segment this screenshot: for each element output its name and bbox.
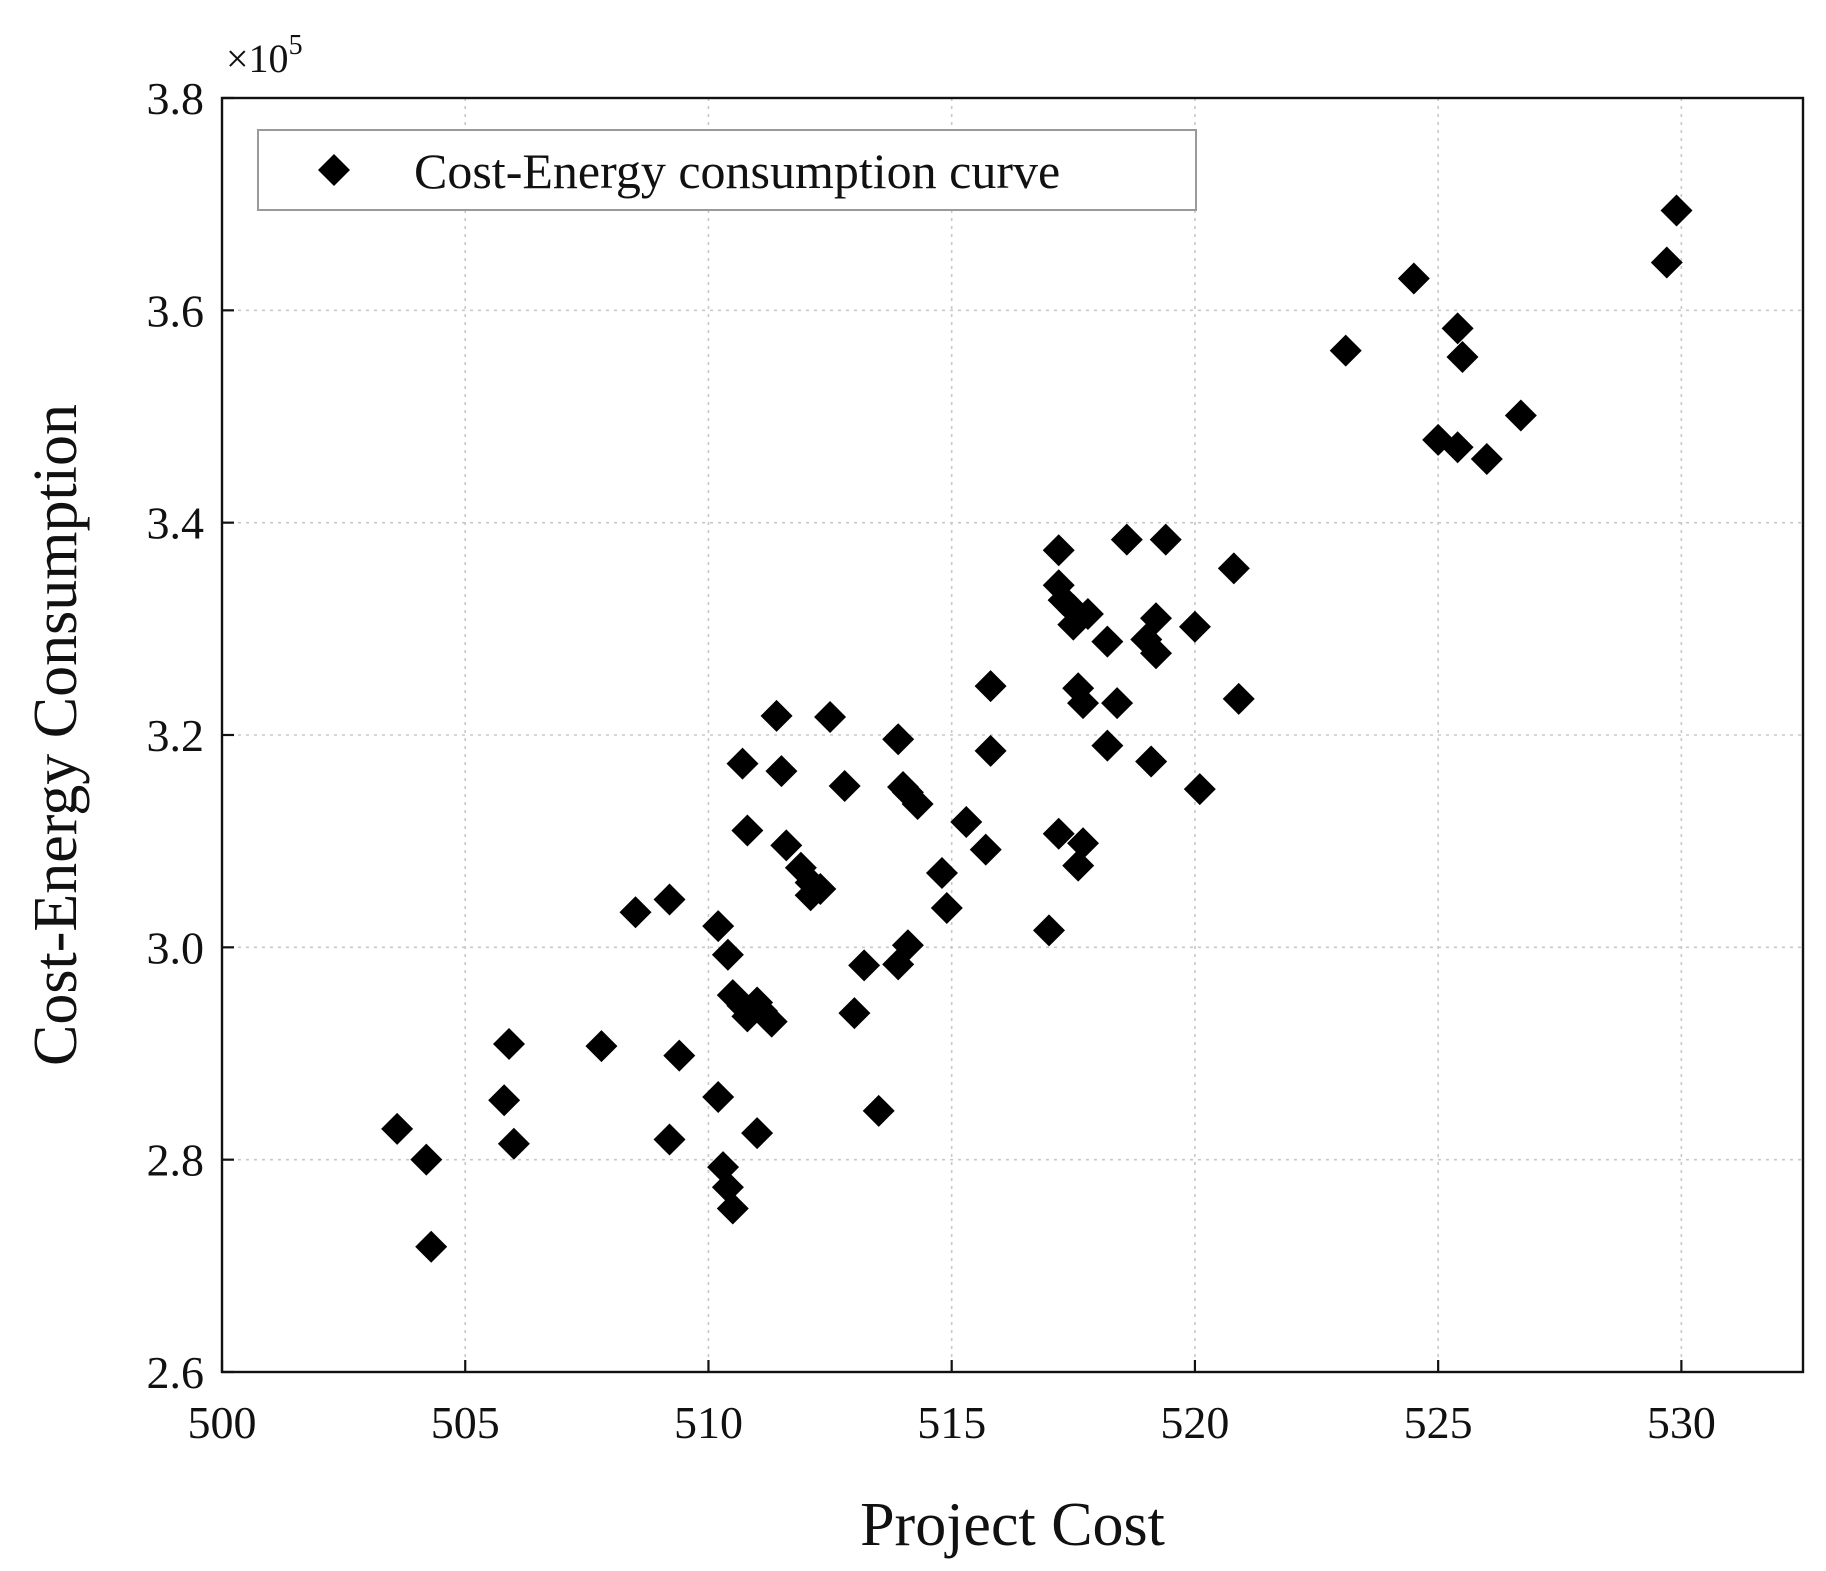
y-tick-label: 3.2 <box>147 710 205 761</box>
data-point <box>1183 773 1216 806</box>
data-point <box>726 747 759 780</box>
data-point <box>488 1084 521 1117</box>
data-point <box>1042 817 1075 850</box>
data-point <box>731 814 764 847</box>
y-tick-label: 2.6 <box>147 1347 205 1398</box>
x-tick-label: 505 <box>431 1397 500 1448</box>
data-point <box>765 755 798 788</box>
data-point <box>1067 687 1100 720</box>
data-point <box>410 1143 443 1176</box>
legend-label: Cost-Energy consumption curve <box>414 143 1060 199</box>
data-point <box>755 1005 788 1038</box>
y-tick-label: 2.8 <box>147 1135 205 1186</box>
legend: Cost-Energy consumption curve <box>257 129 1197 211</box>
data-point <box>1067 827 1100 860</box>
points-layer <box>381 194 1693 1263</box>
legend-box <box>257 129 1197 211</box>
data-point <box>711 1171 744 1204</box>
data-point <box>1222 682 1255 715</box>
data-point <box>1397 262 1430 295</box>
data-point <box>653 1123 686 1156</box>
data-point <box>415 1230 448 1263</box>
y-tick-label: 3.4 <box>147 498 205 549</box>
data-point <box>1042 534 1075 567</box>
data-point <box>1650 246 1683 279</box>
data-point <box>1071 597 1104 630</box>
y-axis-title: Cost-Energy Consumption <box>22 404 90 1066</box>
data-point <box>891 929 924 962</box>
data-point <box>1135 745 1168 778</box>
y-axis-multiplier-base: ×10 <box>226 36 289 81</box>
data-point <box>848 949 881 982</box>
data-point <box>838 997 871 1030</box>
data-point <box>741 1117 774 1150</box>
data-point <box>1149 523 1182 556</box>
data-point <box>1504 399 1537 432</box>
x-tick-label: 500 <box>188 1397 257 1448</box>
data-point <box>882 723 915 756</box>
plot-area-frame <box>220 96 1805 1374</box>
data-point <box>1470 442 1503 475</box>
x-axis-title: Project Cost <box>860 1491 1165 1559</box>
data-point <box>1091 729 1124 762</box>
data-point <box>1217 552 1250 585</box>
data-point <box>901 788 934 821</box>
grid-layer <box>222 98 1803 1372</box>
data-point <box>760 699 793 732</box>
data-point <box>828 769 861 802</box>
data-point <box>925 857 958 890</box>
data-point <box>716 1192 749 1225</box>
data-point <box>663 1039 696 1072</box>
data-point <box>1032 914 1065 947</box>
data-point <box>1091 625 1124 658</box>
y-axis-multiplier: ×105 <box>226 30 303 81</box>
data-point <box>1441 312 1474 345</box>
data-point <box>1062 849 1095 882</box>
x-tick-label: 525 <box>1404 1397 1473 1448</box>
y-tick-label: 3.8 <box>147 73 205 124</box>
data-point <box>804 872 837 905</box>
legend-diamond-icon <box>318 154 350 186</box>
data-point <box>381 1112 414 1145</box>
data-point <box>1446 341 1479 374</box>
data-point <box>702 1081 735 1114</box>
data-point <box>1140 602 1173 635</box>
data-point <box>653 883 686 916</box>
data-point <box>1441 431 1474 464</box>
data-point <box>702 910 735 943</box>
data-point <box>711 938 744 971</box>
y-tick-label: 3.0 <box>147 922 205 973</box>
data-point <box>1660 194 1693 227</box>
data-point <box>1178 610 1211 643</box>
x-tick-label: 520 <box>1160 1397 1229 1448</box>
data-point <box>930 892 963 925</box>
data-point <box>1140 637 1173 670</box>
data-point <box>974 734 1007 767</box>
data-point <box>969 833 1002 866</box>
y-axis-multiplier-exponent: 5 <box>289 30 303 61</box>
data-point <box>770 829 803 862</box>
ticks-layer <box>220 96 1683 1374</box>
data-point <box>950 806 983 839</box>
y-tick-label: 3.6 <box>147 285 205 336</box>
data-point <box>974 670 1007 703</box>
data-point <box>814 700 847 733</box>
x-tick-label: 515 <box>917 1397 986 1448</box>
data-point <box>1329 334 1362 367</box>
data-point <box>497 1127 530 1160</box>
data-point <box>619 896 652 929</box>
data-point <box>1110 523 1143 556</box>
tick-labels-layer: 500 505 510 515 520 525 530 2.6 2.8 3.0 3.2 3.4 3.6 3… <box>147 73 1716 1448</box>
data-point <box>585 1030 618 1063</box>
data-point <box>493 1027 526 1060</box>
x-tick-label: 510 <box>674 1397 743 1448</box>
x-tick-label: 530 <box>1647 1397 1716 1448</box>
data-point <box>862 1094 895 1127</box>
data-point <box>1101 687 1134 720</box>
